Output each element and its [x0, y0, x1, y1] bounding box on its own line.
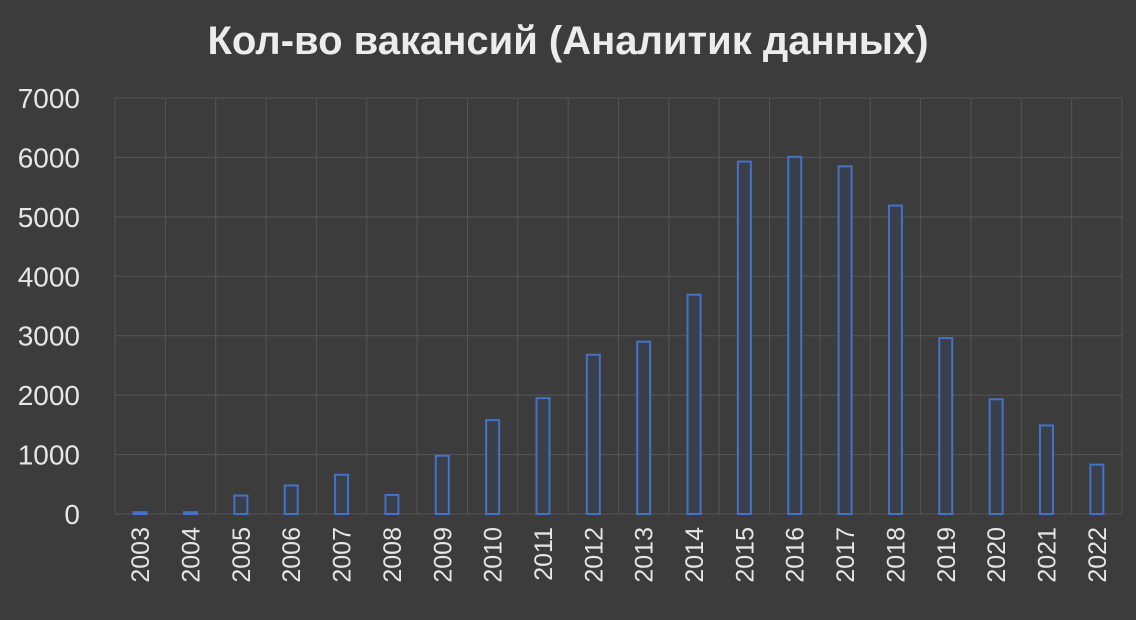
x-tick-label: 2014	[681, 527, 709, 583]
x-tick-label: 2007	[329, 527, 357, 583]
bar	[283, 484, 299, 515]
x-tick-label: 2004	[178, 527, 206, 583]
x-tick-label: 2011	[530, 527, 558, 581]
x-tick-label: 2006	[278, 527, 306, 583]
x-tick-label: 2005	[228, 527, 256, 583]
x-tick-label: 2021	[1033, 527, 1061, 583]
y-tick-label: 0	[64, 499, 80, 530]
bars	[132, 155, 1105, 516]
bar	[988, 398, 1004, 515]
x-tick-label: 2016	[782, 527, 810, 583]
bar	[334, 473, 350, 515]
bar	[938, 337, 954, 515]
bar	[585, 353, 601, 515]
bar	[384, 493, 400, 515]
y-tick-label: 1000	[18, 440, 80, 471]
x-tick-label: 2010	[480, 527, 508, 583]
y-tick-label: 5000	[18, 202, 80, 233]
y-tick-label: 7000	[18, 83, 80, 114]
x-tick-label: 2022	[1084, 527, 1112, 583]
y-axis: 0 1000 2000 3000 4000 5000 6000 7000	[18, 83, 80, 530]
x-tick-label: 2019	[933, 527, 961, 583]
x-tick-label: 2017	[832, 527, 860, 583]
x-tick-label: 2008	[379, 527, 407, 583]
bar	[485, 419, 501, 515]
x-tick-label: 2020	[983, 527, 1011, 583]
y-tick-label: 6000	[18, 142, 80, 173]
chart-title: Кол-во вакансий (Аналитик данных)	[207, 19, 928, 63]
bar	[1089, 463, 1105, 515]
x-tick-label: 2003	[127, 527, 155, 583]
bar	[887, 204, 903, 516]
bar	[736, 160, 752, 516]
x-tick-label: 2009	[429, 527, 457, 583]
x-tick-label: 2012	[580, 527, 608, 583]
bar	[1038, 424, 1054, 515]
bar	[787, 155, 803, 515]
gridlines	[114, 97, 1123, 515]
bar	[837, 165, 853, 515]
y-tick-label: 2000	[18, 380, 80, 411]
bar	[233, 494, 249, 516]
bar	[686, 293, 702, 515]
bar	[535, 397, 551, 515]
x-tick-label: 2013	[631, 527, 659, 583]
bar	[434, 454, 450, 516]
y-tick-label: 4000	[18, 261, 80, 292]
bar	[636, 340, 652, 515]
bar	[132, 511, 148, 516]
y-tick-label: 3000	[18, 321, 80, 352]
bar	[183, 511, 199, 516]
x-tick-label: 2015	[731, 527, 759, 583]
x-axis: 2003 2004 2005 2006 2007 2008 2009 2010 2011 2012…	[127, 527, 1112, 583]
x-tick-label: 2018	[882, 527, 910, 583]
